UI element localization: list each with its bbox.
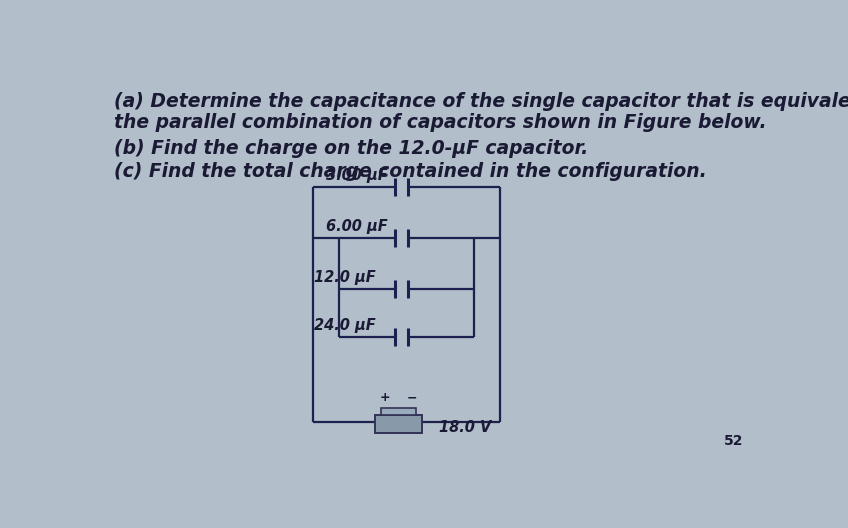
- Text: 24.0 μF: 24.0 μF: [315, 317, 376, 333]
- Text: −: −: [406, 391, 417, 404]
- Text: 18.0 V: 18.0 V: [438, 420, 491, 436]
- Bar: [381, 408, 416, 415]
- Text: 12.0 μF: 12.0 μF: [315, 270, 376, 285]
- Bar: [375, 415, 422, 433]
- Text: (c) Find the total charge contained in the configuration.: (c) Find the total charge contained in t…: [114, 162, 706, 181]
- Text: +: +: [380, 391, 391, 404]
- Text: (a) Determine the capacitance of the single capacitor that is equivalent to: (a) Determine the capacitance of the sin…: [114, 92, 848, 111]
- Text: the parallel combination of capacitors shown in Figure below.: the parallel combination of capacitors s…: [114, 113, 767, 132]
- Text: 6.00 μF: 6.00 μF: [326, 219, 388, 234]
- Text: 52: 52: [724, 433, 744, 448]
- Text: 3.00 μF: 3.00 μF: [326, 168, 388, 183]
- Text: (b) Find the charge on the 12.0-μF capacitor.: (b) Find the charge on the 12.0-μF capac…: [114, 138, 589, 157]
